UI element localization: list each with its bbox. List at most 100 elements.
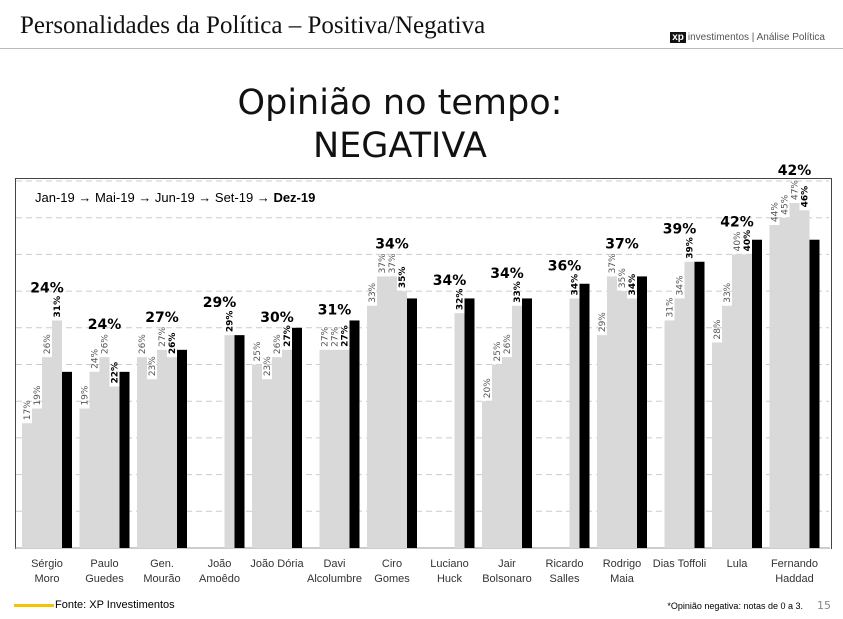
bar-Jan-19 — [367, 305, 377, 548]
bar-Mai-19 — [32, 408, 42, 548]
data-label: 26% — [168, 333, 178, 355]
header-divider — [0, 48, 843, 49]
bar-Jan-19 — [712, 342, 722, 548]
data-label: 35% — [398, 267, 408, 289]
data-label-current: 36% — [548, 258, 582, 274]
category-label-line: Guedes — [85, 573, 124, 585]
bar-Set-19 — [569, 298, 580, 548]
data-label-current: 34% — [375, 236, 409, 252]
category-label-line: Luciano — [430, 558, 469, 570]
bar-Set-19 — [627, 298, 637, 548]
data-label-current: 27% — [145, 310, 179, 326]
period-legend: Jan-19 → Mai-19 → Jun-19 → Set-19 → Dez-… — [35, 190, 315, 205]
data-label: 40% — [733, 231, 743, 251]
bar-Jun-19 — [157, 349, 167, 548]
data-label: 39% — [686, 237, 696, 259]
category-label: João Amoêdo — [191, 557, 248, 587]
bar-Set-19 — [742, 254, 752, 548]
category-label-line: Amoêdo — [199, 573, 240, 585]
bar-Jun-19 — [272, 357, 282, 548]
logo: xp investimentos | Análise Política — [670, 32, 825, 43]
logo-sub: Análise Política — [756, 32, 825, 43]
footer-source: Fonte: XP Investimentos — [55, 599, 175, 611]
bar-Mai-19 — [722, 305, 732, 548]
footer-note: *Opinião negativa: notas de 0 a 3. — [667, 601, 803, 611]
bar-Jan-19 — [482, 401, 492, 548]
data-label: 31% — [53, 296, 63, 318]
category-label-line: Huck — [436, 573, 463, 585]
bar-Set-19 — [52, 320, 62, 548]
data-label: 25% — [253, 341, 263, 361]
bar-Jan-19 — [252, 364, 262, 548]
category-label-line: Maia — [610, 573, 634, 585]
bar-Jun-19 — [329, 349, 340, 548]
data-label: 47% — [791, 180, 801, 200]
data-label: 24% — [91, 348, 101, 368]
footer-accent-bar — [14, 604, 54, 607]
bar-Jun-19 — [617, 291, 627, 548]
bar-Jan-19 — [22, 423, 32, 548]
data-label: 33% — [723, 282, 733, 302]
data-label-current: 42% — [778, 163, 812, 179]
data-label: 22% — [111, 362, 121, 384]
data-label: 27% — [341, 325, 351, 347]
data-label: 23% — [263, 356, 273, 376]
bar-Jan-19 — [769, 225, 780, 549]
data-label: 27% — [321, 326, 331, 346]
bar-Dez-19 — [809, 239, 820, 548]
data-label: 23% — [148, 356, 158, 376]
bar-Jan-19 — [597, 335, 607, 548]
bar-Mai-19 — [147, 379, 157, 548]
bar-Set-19 — [397, 291, 407, 548]
bar-Jun-19 — [502, 357, 512, 548]
bar-Mai-19 — [319, 349, 330, 548]
category-label-line: Gen. — [150, 558, 174, 570]
data-label-current: 42% — [720, 214, 754, 230]
data-label: 34% — [676, 275, 686, 295]
category-label-line: Ricardo — [545, 558, 584, 570]
bar-Dez-19 — [522, 298, 532, 548]
category-label-line: Jair — [498, 558, 516, 570]
bar-Set-19 — [339, 349, 350, 548]
data-label: 17% — [23, 400, 33, 420]
category-label-line — [709, 572, 766, 587]
bar-Set-19 — [799, 210, 810, 549]
bar-Jan-19 — [137, 357, 147, 548]
legend-periods: Jan-19 → Mai-19 → Jun-19 → Set-19 → — [35, 190, 274, 205]
bar-Dez-19 — [752, 239, 762, 548]
category-label-line: Mourão — [143, 573, 181, 585]
header-title: Personalidades da Política – Positiva/Ne… — [20, 12, 486, 39]
bar-Mai-19 — [607, 276, 617, 548]
category-label: Jair Bolsonaro — [479, 557, 536, 587]
category-label: Davi Alcolumbre — [306, 557, 363, 587]
data-label: 32% — [456, 289, 466, 311]
data-label-current: 37% — [605, 236, 639, 252]
bar-Set-19 — [684, 261, 695, 548]
data-label-current: 34% — [433, 273, 467, 289]
data-label: 33% — [368, 282, 378, 302]
category-label-line: Haddad — [775, 573, 814, 585]
slide-title: Opinião no tempo: NEGATIVA — [0, 82, 800, 168]
bar-Jun-19 — [789, 203, 800, 548]
data-label: 29% — [598, 312, 608, 332]
data-label: 27% — [331, 326, 341, 346]
category-label: Gen. Mourão — [134, 557, 191, 587]
bar-Jan-19 — [79, 408, 90, 548]
category-label-line: Ciro — [381, 558, 403, 570]
bar-Set-19 — [167, 357, 177, 548]
logo-text: investimentos — [687, 32, 750, 43]
data-label-current: 24% — [30, 280, 64, 296]
title-line2: NEGATIVA — [313, 126, 487, 166]
bar-Mai-19 — [377, 276, 387, 548]
data-label: 37% — [388, 253, 398, 273]
bar-Mai-19 — [89, 371, 100, 548]
category-label: Rodrigo Maia — [594, 557, 651, 587]
bar-Mai-19 — [262, 379, 272, 548]
bar-Mai-19 — [492, 364, 502, 548]
bar-Set-19 — [109, 386, 120, 548]
bar-Mai-19 — [664, 320, 675, 548]
category-label-line: Lula — [726, 558, 748, 570]
data-label: 27% — [283, 325, 293, 347]
category-label: Luciano Huck — [421, 557, 478, 587]
